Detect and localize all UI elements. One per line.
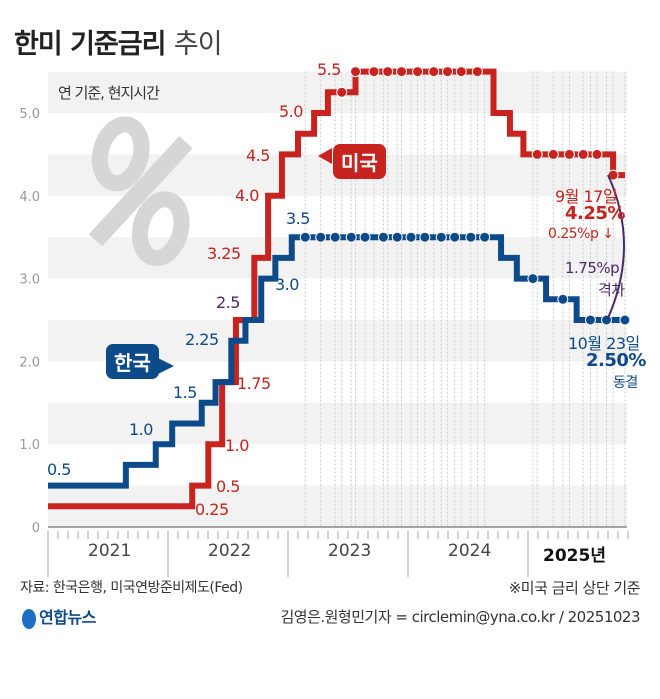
kr-badge-pointer [158,358,174,374]
hold-dot [382,66,394,78]
us-label: 5.5 [317,60,341,79]
kr-label: 2.25 [185,330,219,349]
us-label: 0.25 [195,500,229,519]
hold-dot [442,66,454,78]
kr-date: 10월 23일 [568,334,640,353]
unit-note: 연 기준, 현지시간 [58,84,160,102]
y-tick: 0 [32,521,40,536]
y-tick: 4.0 [19,190,40,205]
logo-text: 연합뉴스 [39,608,96,627]
hold-dot [449,231,461,243]
us-label: 3.25 [207,244,241,263]
logo-icon [22,608,36,629]
hold-dot [336,86,348,98]
us-rate-line [48,68,625,510]
hold-dot [435,231,447,243]
kr-label: 0.5 [47,460,71,479]
shared-label: 2.5 [216,293,240,312]
hold-dot [412,66,424,78]
us-badge: 미국 [333,144,386,179]
hold-dot [315,231,327,243]
hold-dot [419,231,431,243]
hold-dot [479,231,491,243]
y-tick: 1.0 [19,438,40,453]
kr-label: 3.0 [275,275,299,294]
logo: 연합뉴스 [22,604,96,629]
hold-dot [405,231,417,243]
hold-dot [563,148,575,160]
us-label: 5.0 [279,102,303,121]
hold-dot [577,148,589,160]
hold-dot [377,231,389,243]
hold-dot [601,314,613,326]
hold-dot [619,314,631,326]
title-bold: 한미 기준금리 [14,29,166,60]
percent-icon [88,116,193,267]
gap-bracket [607,174,625,319]
us-badge-pointer [318,148,332,164]
gap-value: 1.75%p [565,259,620,277]
gap-label: 격차 [598,281,625,299]
x-tick: 2022 [208,541,252,561]
hold-dot [471,66,483,78]
source: 자료: 한국은행, 미국연방준비제도(Fed) [20,580,243,596]
footnote: ※미국 금리 상단 기준 [508,579,641,597]
kr-status: 동결 [613,375,638,391]
hold-dot [299,231,311,243]
us-label: 4.5 [246,146,270,165]
x-tick: 2021 [88,541,132,561]
hold-dot [350,66,362,78]
hold-dot [329,231,341,243]
x-tick: 2023 [328,541,372,561]
y-tick: 5.0 [19,107,40,122]
hold-dot [465,231,477,243]
x-tick: 2024 [448,541,492,561]
us-change: 0.25%p ↓ [548,226,614,242]
hold-dot [359,231,371,243]
hold-dot [547,148,559,160]
y-tick: 2.0 [19,355,40,370]
hold-dot [345,231,357,243]
kr-rate: 2.50% [586,350,646,371]
rate-chart: 0 1.0 2.0 3.0 4.0 5.0 [19,66,631,577]
y-tick: 3.0 [19,273,40,288]
us-rate: 4.25% [565,203,625,224]
us-date: 9월 17일 [555,187,618,206]
credit: 김영은.원형민기자 = circlemin@yna.co.kr / 202510… [280,608,640,626]
us-label: 1.0 [225,436,249,455]
kr-badge: 한국 [106,344,159,379]
title-light: 추이 [173,29,223,60]
us-label: 0.5 [216,477,240,496]
hold-dot [391,231,403,243]
kr-label: 1.0 [129,420,153,439]
us-label: 1.75 [237,374,271,393]
hold-dot [584,314,596,326]
hold-dot [527,273,539,285]
kr-rate-line [48,234,625,489]
us-label: 4.0 [235,186,259,205]
hold-dot [368,66,380,78]
hold-dot [428,66,440,78]
kr-label: 3.5 [286,209,310,228]
hold-dot [591,148,603,160]
hold-dot [455,66,467,78]
grid-band [48,402,627,445]
hold-dot [396,66,408,78]
hold-dot [557,293,569,305]
hold-dot [531,148,543,160]
kr-label: 1.5 [173,383,197,402]
x-tick: 2025년 [543,546,606,566]
page-title: 한미 기준금리 추이 [14,22,223,61]
